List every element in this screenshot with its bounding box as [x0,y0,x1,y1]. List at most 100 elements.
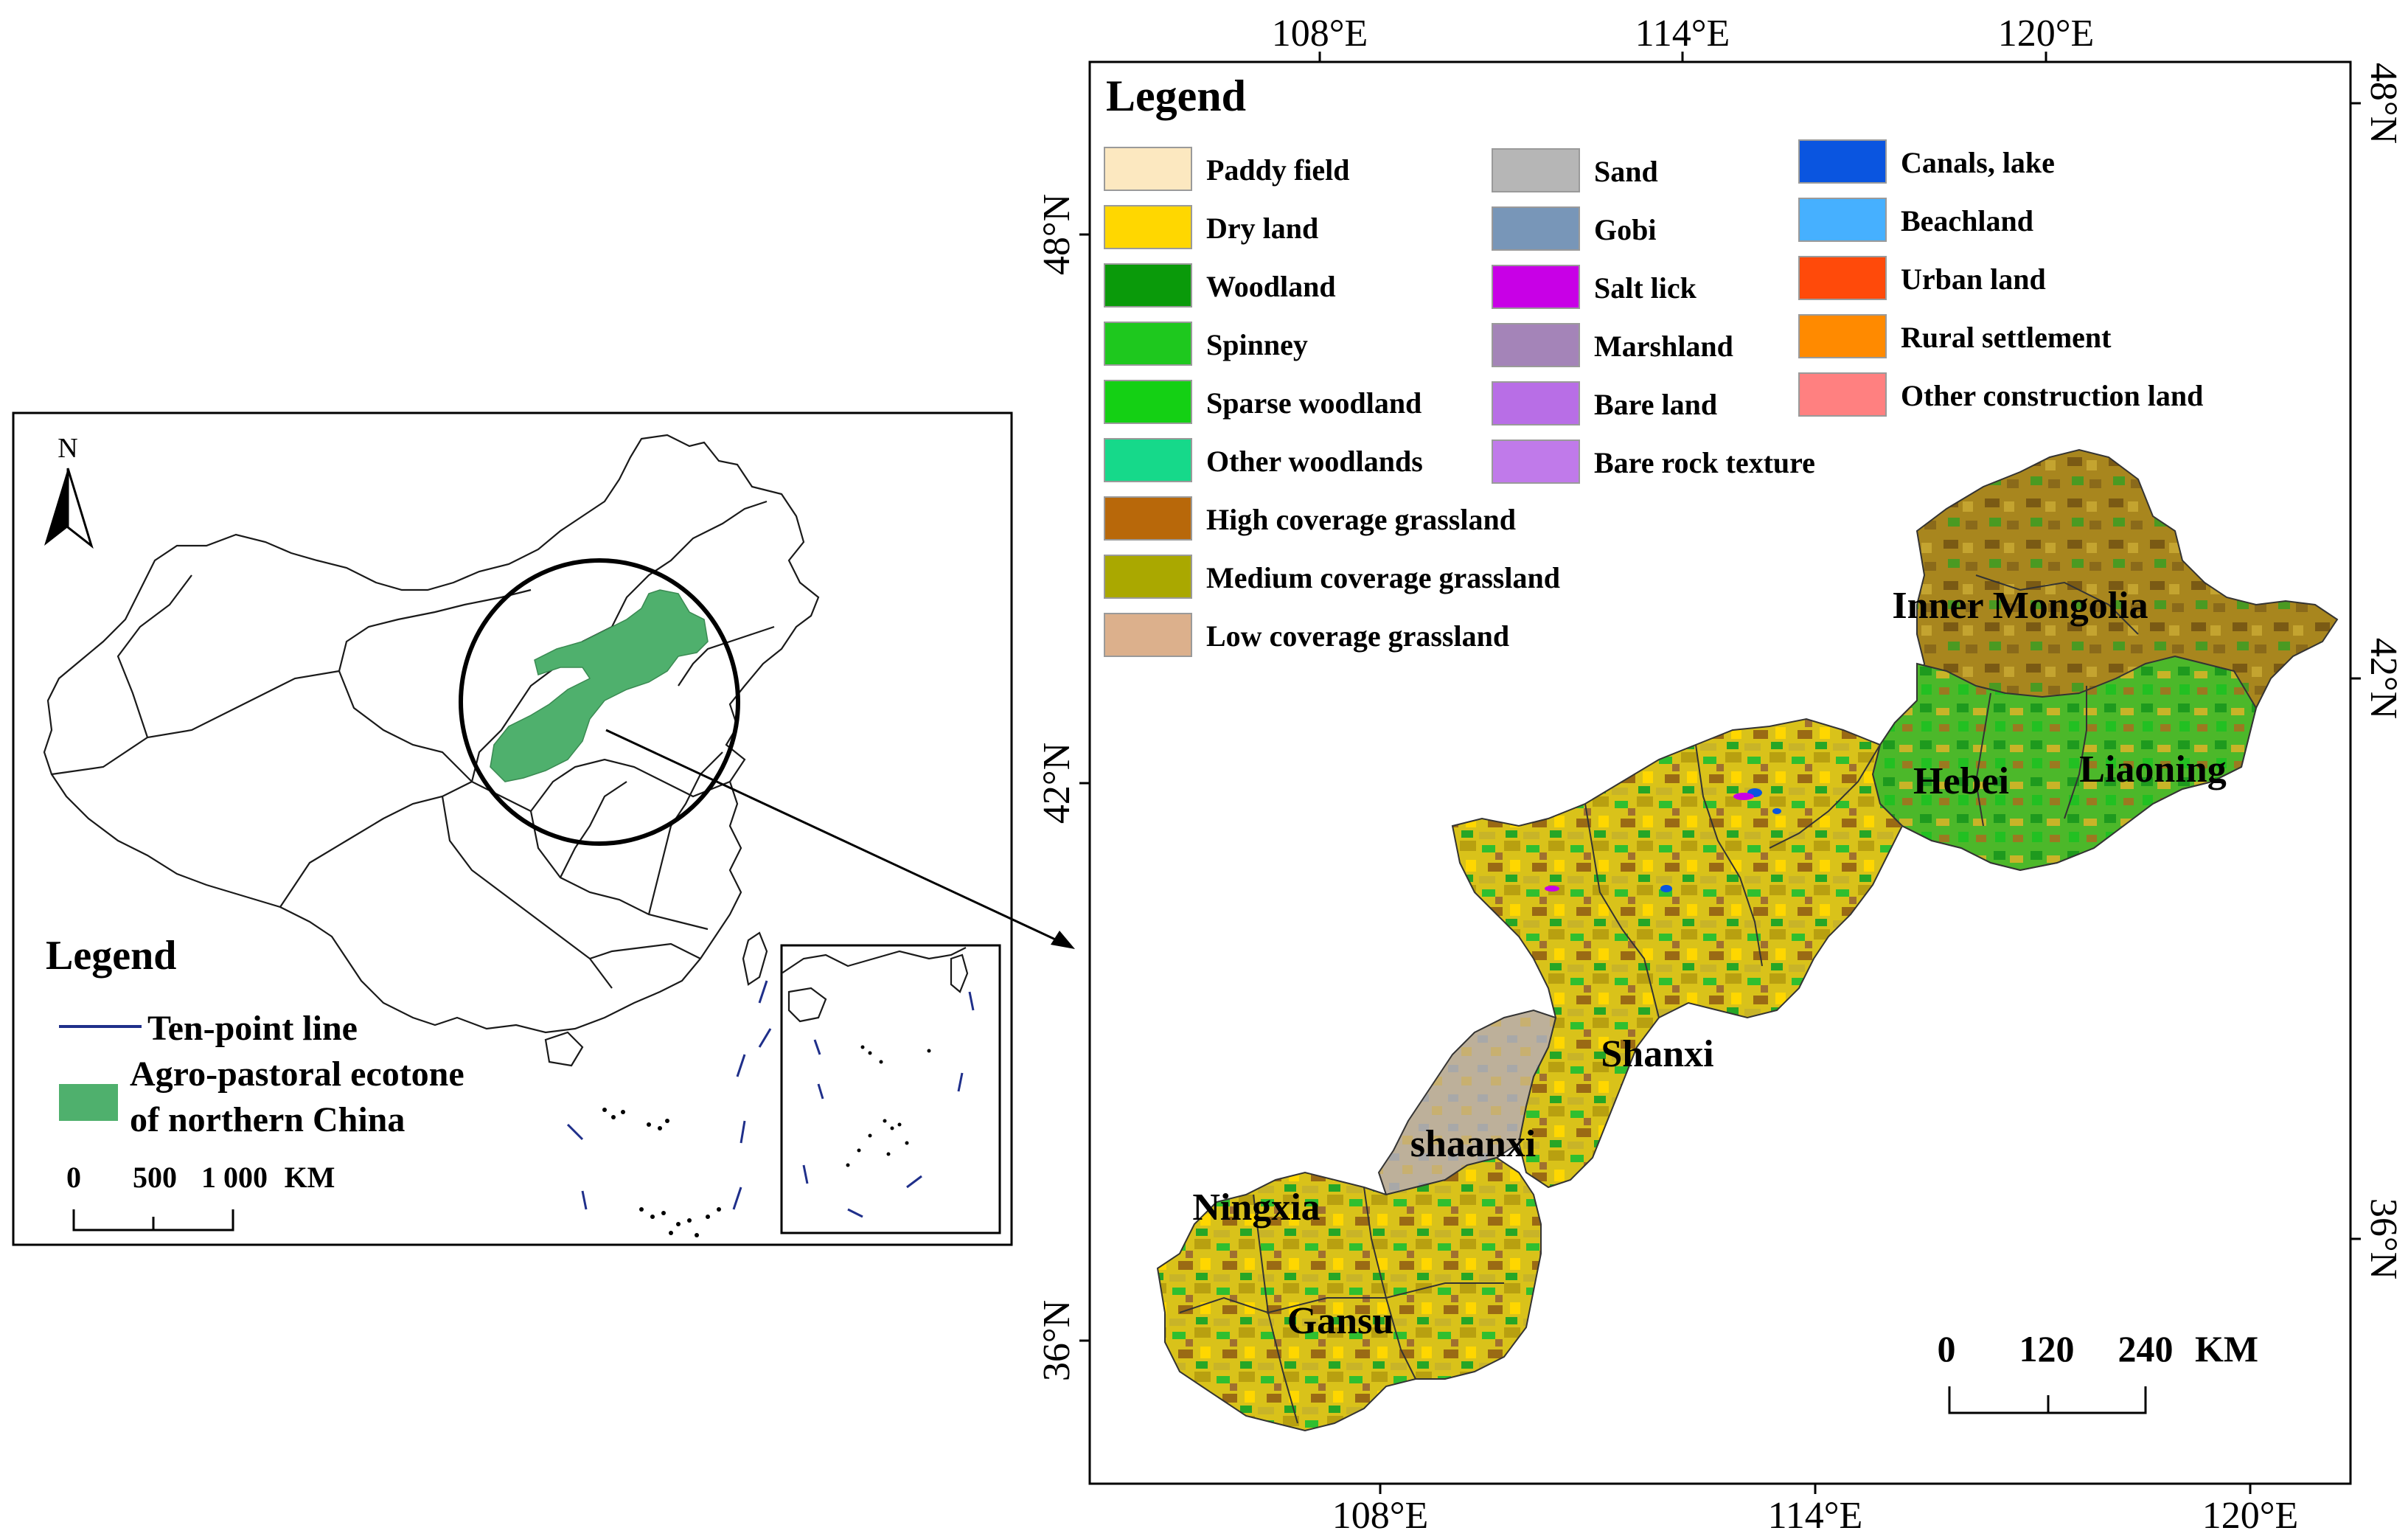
overview-legend-title: Legend [46,933,176,979]
ecotone-swatch [59,1084,118,1121]
ten-point-line [566,980,772,1210]
legend-label-16: Beachland [1901,204,2033,237]
province-border [560,781,627,878]
legend-label-8: Low coverage grassland [1206,619,1509,653]
bottom-tick-120E: 120°E [2202,1495,2299,1537]
study-area [1156,448,2339,1432]
legend-label-17: Urban land [1901,263,2046,296]
province-border [647,751,723,915]
detail-frame [1088,60,2352,1485]
left-tick-42N: 42°N [1036,743,1078,824]
province-border [51,670,340,776]
overview-scale-label-500: 500 [133,1161,177,1194]
province-border [338,588,532,672]
ecotone-label-line2: of northern China [130,1100,405,1139]
legend-swatch-19 [1798,372,1887,417]
legend-swatch-4 [1104,380,1192,424]
inset-hainan [787,987,827,1023]
detail-scale-label-0: 0 [1938,1328,1956,1369]
legend-label-19: Other construction land [1901,379,2203,412]
overview-scale-line [72,1209,234,1231]
legend-swatch-5 [1104,438,1192,482]
detail-scale-unit: KM [2195,1328,2258,1369]
legend-label-7: Medium coverage grassland [1206,561,1560,594]
legend-label-13: Bare land [1594,388,1717,421]
detail-scale-label-240: 240 [2118,1328,2174,1369]
legend-swatch-7 [1104,555,1192,599]
legend-swatch-15 [1798,139,1887,184]
legend-label-1: Dry land [1206,212,1318,245]
right-tick-42N: 42°N [2362,638,2404,719]
south-sea-inset [780,944,1001,1234]
inset-taiwan [950,953,969,993]
region-label-ningxia: Ningxia [1192,1187,1320,1229]
legend-label-4: Sparse woodland [1206,386,1422,420]
legend-swatch-6 [1104,496,1192,541]
region-label-hebei: Hebei [1913,760,2009,802]
china-outline [43,434,820,1067]
legend-label-15: Canals, lake [1901,146,2055,179]
north-arrow-right-half [66,468,94,549]
legend-label-2: Woodland [1206,270,1336,303]
inset-frame [780,944,1001,1234]
province-border [530,758,731,812]
overview-scale-unit: KM [285,1161,335,1194]
top-tick-108E: 108°E [1272,13,1368,55]
legend-label-0: Paddy field [1206,153,1349,187]
legend-label-9: Sand [1594,155,1658,188]
legend-label-11: Salt lick [1594,271,1697,305]
legend-label-14: Bare rock texture [1594,446,1815,479]
left-tick-48N: 48°N [1036,194,1078,275]
region-label-liaoning: Liaoning [2079,748,2226,791]
legend-swatch-10 [1492,206,1580,251]
detail-scale-bar: 0 120 240 KM [1938,1328,2258,1414]
south-sea-islands [602,1108,721,1237]
north-label: N [58,433,77,464]
legend-swatch-12 [1492,323,1580,367]
taiwan-outline [742,931,768,986]
legend-swatch-11 [1492,265,1580,309]
legend-swatch-1 [1104,205,1192,249]
left-tick-36N: 36°N [1036,1300,1078,1381]
detail-map: 108°E 114°E 120°E 108°E 114°E 120°E 48°N… [1036,13,2404,1537]
admin-borders [1179,574,2139,1424]
detail-legend: Legend Paddy field Dry land Woodland Spinne… [1104,72,2203,657]
legend-swatch-3 [1104,322,1192,366]
overview-frame [12,411,1013,1246]
ten-point-line-label: Ten-point line [147,1009,358,1048]
inset-ten-point-line [802,991,975,1218]
legend-swatch-17 [1798,256,1887,300]
legend-swatch-18 [1798,314,1887,358]
overview-scale-label-1000: 1 000 [201,1161,268,1194]
hainan-outline [544,1031,584,1067]
overview-map: N Legend Ten-point line Agro-pastoral ec… [12,411,1075,1246]
ecotone-label-line1: Agro-pastoral ecotone [130,1055,464,1094]
top-tick-114E: 114°E [1635,13,1730,55]
region-label-gansu: Gansu [1287,1300,1394,1342]
ecotone-region [490,589,709,782]
region-labels: Inner Mongolia Hebei Liaoning Shanxi sha… [1192,585,2226,1342]
province-border [678,625,775,687]
legend-swatch-13 [1492,381,1580,425]
legend-label-5: Other woodlands [1206,445,1423,478]
detail-scale-label-120: 120 [2019,1328,2075,1369]
legend-label-6: High coverage grassland [1206,503,1516,536]
connector-arrow-line [605,729,1062,944]
legend-label-10: Gobi [1594,213,1656,246]
right-tick-36N: 36°N [2362,1198,2404,1279]
highlight-circle [459,558,740,846]
connector-arrowhead [1051,931,1075,949]
bottom-tick-114E: 114°E [1768,1495,1863,1537]
southwest-block [1156,1156,1542,1432]
legend-swatch-0 [1104,147,1192,191]
legend-swatch-8 [1104,613,1192,657]
legend-label-3: Spinney [1206,328,1308,361]
inset-coastline [781,947,967,974]
legend-label-18: Rural settlement [1901,321,2112,354]
overview-legend: Legend Ten-point line Agro-pastoral ecot… [46,933,464,1139]
province-border [611,500,768,628]
overview-scale-bar: 0 500 1 000 KM [66,1161,335,1231]
legend-label-12: Marshland [1594,330,1733,363]
inset-islands [846,1045,931,1167]
